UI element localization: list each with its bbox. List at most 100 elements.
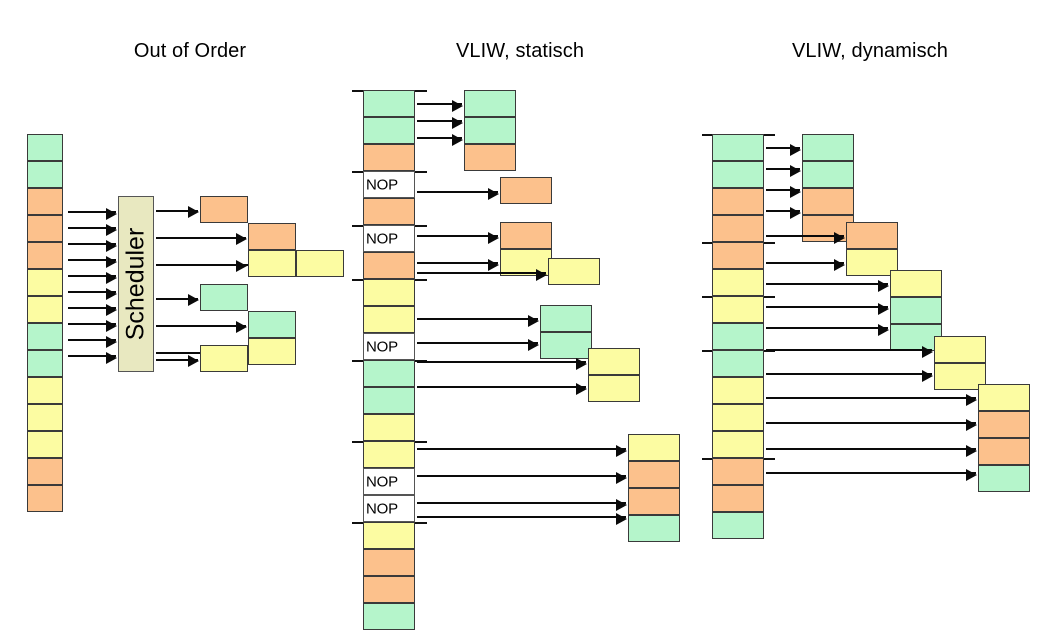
issued-slot-g3-1 [500,222,552,249]
dispatch-arrow-4 [68,255,117,268]
issued-slot-g6-1 [588,348,640,375]
nop-label: NOP [366,338,398,355]
instruction-18-vliw-statisch [363,549,415,576]
instruction-12-vliw-dynamisch [712,431,764,458]
issued-instruction-2 [248,223,296,250]
issue-arrow-g4-1 [766,345,933,358]
issue-arrow-g5-1 [766,393,977,406]
instruction-8-vliw-dynamisch [712,323,764,350]
instruction-5-out-of-order [27,242,63,269]
issue-arrow-2 [156,233,247,245]
dispatch-arrow-8 [68,319,117,332]
issue-arrow-1 [156,206,199,218]
issued-slot-g1-3 [802,188,854,215]
issued-slot-g4-2 [934,363,986,390]
instruction-8-vliw-statisch [363,279,415,306]
issued-slot-g4-1 [934,336,986,363]
instruction-16-vliw-statisch: NOP [363,495,415,522]
issue-arrow-g5-3 [766,444,977,457]
instruction-9-vliw-statisch [363,306,415,333]
issued-slot-g7-2 [628,461,680,488]
issued-instruction-1 [200,196,248,223]
issued-slot-g1-1 [802,134,854,161]
nop-label: NOP [366,473,398,490]
dispatch-arrow-5 [68,271,117,284]
instruction-1-vliw-statisch [363,90,415,117]
issued-slot-g3-2 [890,297,942,324]
issued-slot-g1-3 [464,144,516,171]
instruction-11-vliw-dynamisch [712,404,764,431]
issue-arrow-g7-1 [417,444,627,457]
instruction-2-vliw-dynamisch [712,161,764,188]
instruction-9-out-of-order [27,350,63,377]
dispatch-arrow-7 [68,303,117,316]
issued-slot-g5-1 [978,384,1030,411]
issue-arrow-g1-3 [766,185,801,198]
instruction-5-vliw-dynamisch [712,242,764,269]
issue-arrow-g4-1 [417,268,547,281]
instruction-20-vliw-statisch [363,603,415,630]
diagram-canvas: Out of Order Scheduler VLIW, statisch NOP NO… [27,40,1030,630]
instruction-7-vliw-statisch [363,252,415,279]
instruction-13-out-of-order [27,458,63,485]
instruction-4-vliw-dynamisch [712,215,764,242]
dispatch-arrow-9 [68,335,117,348]
issue-arrow-g1-2 [417,116,463,129]
instruction-12-out-of-order [27,431,63,458]
issued-slot-g7-1 [628,434,680,461]
issue-arrow-5 [156,294,199,306]
issue-arrow-g1-1 [766,143,801,156]
issued-slot-g5-2 [978,411,1030,438]
instruction-2-vliw-statisch [363,117,415,144]
instruction-11-out-of-order [27,404,63,431]
instruction-3-out-of-order [27,188,63,215]
issue-arrow-g5-2 [417,338,539,351]
issued-instruction-7 [248,338,296,365]
instruction-1-vliw-dynamisch [712,134,764,161]
issue-arrow-6 [156,321,247,333]
instruction-6-out-of-order [27,269,63,296]
instruction-10-out-of-order [27,377,63,404]
issued-instruction-5 [200,284,248,311]
dispatch-arrow-6 [68,287,117,300]
instruction-3-vliw-dynamisch [712,188,764,215]
issue-arrow-g1-4 [766,206,801,219]
instruction-7-vliw-dynamisch [712,296,764,323]
issued-instruction-3 [296,250,344,277]
instruction-8-out-of-order [27,323,63,350]
panel-title-vliw-dynamisch: VLIW, dynamisch [791,40,948,62]
instruction-19-vliw-statisch [363,576,415,603]
issued-slot-g5-3 [978,438,1030,465]
issue-arrow-g3-1 [766,279,889,292]
instruction-4-out-of-order [27,215,63,242]
issued-slot-g1-4 [802,215,854,242]
instruction-3-vliw-statisch [363,144,415,171]
instruction-7-out-of-order [27,296,63,323]
panel-title-vliw-statisch: VLIW, statisch [455,40,585,62]
dispatch-arrow-1 [68,207,117,220]
issue-arrow-4 [156,260,247,272]
issue-arrow-g1-2 [766,164,801,177]
issue-arrow-g2-2 [766,258,845,271]
instruction-1-out-of-order [27,134,63,161]
instruction-13-vliw-dynamisch [712,458,764,485]
issued-instruction-6 [248,311,296,338]
instruction-2-out-of-order [27,161,63,188]
scheduler-box[interactable]: Scheduler [118,196,154,372]
issue-arrow-g3-3 [766,323,889,336]
issue-arrow-g1-1 [417,99,463,112]
instruction-9-vliw-dynamisch [712,350,764,377]
issue-arrow-g6-1 [417,357,587,370]
issued-slot-g2-2 [846,249,898,276]
instruction-10-vliw-statisch: NOP [363,333,415,360]
issued-slot-g5-4 [978,465,1030,492]
nop-label: NOP [366,230,398,247]
issued-instruction-4 [248,250,296,277]
issued-slot-g6-2 [588,375,640,402]
issued-slot-g1-1 [464,90,516,117]
issued-instruction-8 [200,345,248,372]
instruction-6-vliw-dynamisch [712,269,764,296]
instruction-10-vliw-dynamisch [712,377,764,404]
issue-arrow-g7-3 [417,498,627,511]
issue-arrow-g5-1 [417,314,539,327]
